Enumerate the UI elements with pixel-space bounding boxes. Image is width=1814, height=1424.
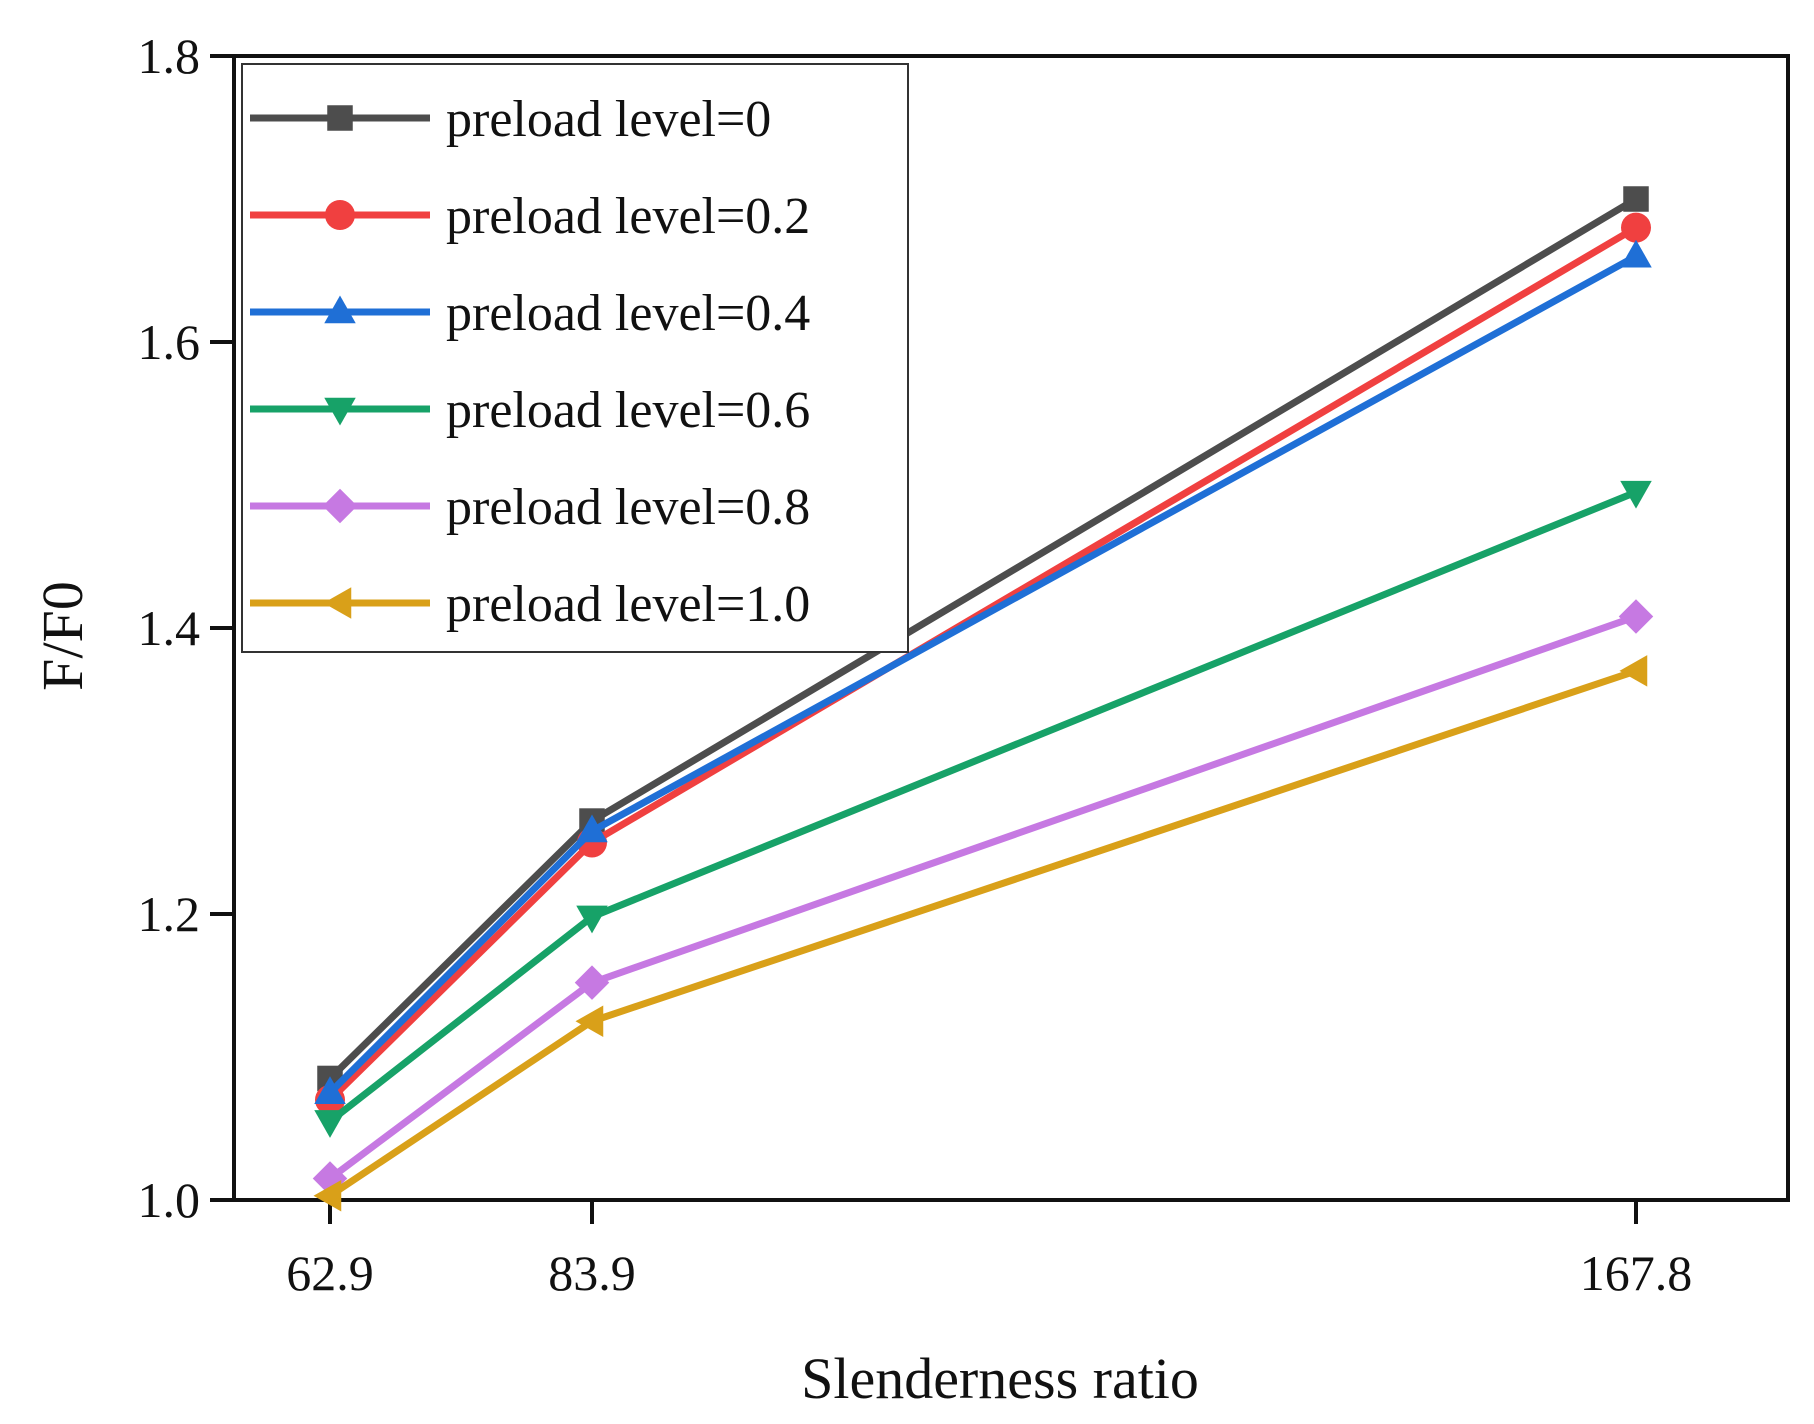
- series-line: [328, 667, 1638, 1199]
- legend-swatch-marker: [327, 105, 353, 131]
- legend-item: preload level=0: [250, 91, 771, 148]
- legend-swatch-marker: [324, 295, 356, 324]
- y-tick-label: 1.0: [138, 1172, 201, 1228]
- legend-swatch-marker: [324, 397, 356, 426]
- data-point-marker: [575, 1005, 604, 1037]
- legend-swatch-marker: [325, 200, 355, 230]
- legend: preload level=0 preload level=0.2 preload …: [241, 63, 909, 653]
- data-point-marker: [1621, 212, 1651, 243]
- legend-box: [241, 63, 909, 653]
- x-tick-label: 62.9: [286, 1245, 374, 1301]
- y-axis-title: F/F0: [30, 581, 95, 691]
- legend-label: preload level=1.0: [446, 576, 810, 633]
- x-tick-label: 167.8: [1580, 1245, 1693, 1301]
- data-point-marker: [314, 1110, 346, 1138]
- series-group: [312, 186, 1654, 1212]
- data-point-marker: [1620, 480, 1652, 509]
- legend-swatch-marker: [322, 488, 358, 524]
- series-4: [314, 480, 1652, 1138]
- legend-label: preload level=0.6: [446, 382, 810, 439]
- y-tick-label: 1.8: [138, 28, 201, 84]
- series-3: [314, 239, 1652, 1104]
- series-6: [313, 655, 1648, 1212]
- y-tick-label: 1.2: [138, 886, 201, 942]
- y-tick-label: 1.6: [138, 314, 201, 370]
- legend-label: preload level=0.4: [446, 285, 810, 342]
- data-point-marker: [313, 1179, 342, 1212]
- data-point-marker: [1620, 239, 1652, 268]
- legend-item: preload level=0.6: [250, 382, 810, 439]
- legend-item: preload level=0.4: [250, 285, 810, 342]
- data-point-marker: [1619, 655, 1648, 687]
- series-5: [312, 599, 1654, 1196]
- legend-item: preload level=0.8: [250, 479, 810, 536]
- x-axis-title: Slenderness ratio: [801, 1346, 1199, 1411]
- y-tick-label: 1.4: [138, 600, 201, 656]
- data-point-marker: [576, 905, 608, 934]
- data-point-marker: [1618, 599, 1654, 634]
- data-point-marker: [576, 814, 608, 843]
- legend-label: preload level=0.8: [446, 479, 810, 536]
- x-axis: 62.9 83.9 167.8: [286, 1200, 1692, 1301]
- data-point-marker: [1623, 186, 1649, 212]
- legend-item: preload level=1.0: [250, 576, 810, 633]
- legend-swatch-marker: [323, 587, 352, 619]
- data-point-marker: [314, 1076, 346, 1104]
- y-axis: 1.0 1.2 1.4 1.6 1.8: [138, 28, 234, 1228]
- x-tick-label: 83.9: [548, 1245, 636, 1301]
- legend-label: preload level=0.2: [446, 188, 810, 245]
- legend-item: preload level=0.2: [250, 188, 810, 245]
- legend-label: preload level=0: [446, 91, 771, 148]
- data-point-marker: [574, 965, 610, 1000]
